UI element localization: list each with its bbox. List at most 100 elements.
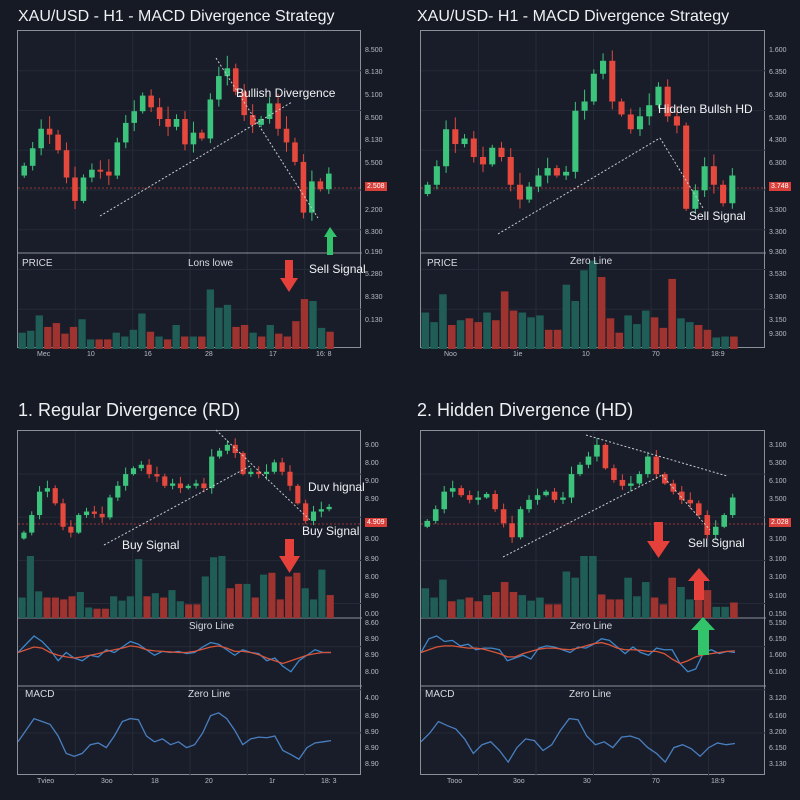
candle xyxy=(534,495,541,500)
candle xyxy=(80,177,87,201)
candle xyxy=(106,171,112,176)
volume-bar xyxy=(210,557,218,618)
volume-bar xyxy=(686,599,694,618)
candle xyxy=(627,114,634,130)
volume-bar xyxy=(571,577,579,618)
candle xyxy=(653,456,660,475)
volume-bar xyxy=(285,576,293,618)
y-tick-label: 6.160 xyxy=(769,713,787,720)
y-tick-label: 3.120 xyxy=(769,695,787,702)
candle xyxy=(509,523,515,538)
candle xyxy=(729,175,736,204)
volume-bar xyxy=(172,325,180,349)
volume-bar xyxy=(135,559,143,618)
chart-panel-bottom-right xyxy=(420,430,766,776)
candle xyxy=(470,138,477,157)
candle xyxy=(628,483,634,486)
volume-bar xyxy=(292,321,300,349)
candle xyxy=(646,105,653,117)
y-tick-label: 6.300 xyxy=(769,92,787,99)
volume-bar xyxy=(589,260,597,349)
volume-bar xyxy=(447,601,456,618)
volume-bar xyxy=(110,596,118,618)
volume-bar xyxy=(155,336,163,349)
x-tick-label: 18:9 xyxy=(711,778,725,785)
volume-bar xyxy=(249,332,257,349)
volume-bar xyxy=(580,556,588,618)
candle xyxy=(173,119,180,127)
volume-bar xyxy=(544,329,553,349)
y-tick-label: 0.190 xyxy=(365,249,383,256)
volume-bar xyxy=(240,325,249,349)
candle xyxy=(492,493,498,510)
volume-bar xyxy=(571,301,579,349)
volume-bar xyxy=(35,591,43,618)
volume-bar xyxy=(562,284,571,349)
volume-bar xyxy=(101,608,109,618)
candle xyxy=(466,495,473,500)
y-tick-label: 8.130 xyxy=(365,69,383,76)
candle xyxy=(38,128,44,149)
candle xyxy=(303,503,309,521)
y-tick-label: 4.300 xyxy=(769,137,787,144)
candle xyxy=(424,520,431,527)
volume-bar xyxy=(146,331,155,349)
candle xyxy=(500,509,507,524)
volume-bar xyxy=(52,323,61,349)
volume-bar xyxy=(456,320,465,349)
volume-bar xyxy=(447,325,456,349)
candle xyxy=(655,86,662,106)
candle xyxy=(263,471,270,475)
volume-bar xyxy=(143,596,151,618)
candle xyxy=(701,166,708,191)
volume-bar xyxy=(730,602,738,618)
candle xyxy=(139,95,146,112)
volume-bar xyxy=(518,595,527,618)
volume-bar xyxy=(129,329,138,349)
volume-bar xyxy=(226,588,234,618)
candle xyxy=(99,513,105,518)
volume-bar xyxy=(712,337,721,349)
chart-panel-top-right xyxy=(420,30,766,349)
y-tick-label: 3.100 xyxy=(769,556,787,563)
candle xyxy=(72,177,78,201)
macd-label: MACD xyxy=(425,689,455,700)
volume-bar xyxy=(509,591,518,618)
last-price-label: 4.909 xyxy=(365,518,387,527)
volume-bar xyxy=(659,604,668,618)
volume-bar xyxy=(61,333,69,349)
volume-bar xyxy=(43,597,51,618)
candle xyxy=(618,101,625,115)
volume-bar xyxy=(544,604,553,618)
volume-bar xyxy=(500,291,509,349)
x-tick-label: 18 xyxy=(151,778,159,785)
candle xyxy=(563,171,570,176)
volume-bar xyxy=(60,599,68,618)
candle xyxy=(664,86,671,117)
candle xyxy=(581,101,588,111)
volume-bar xyxy=(326,595,334,618)
volume-bar xyxy=(112,332,120,349)
y-tick-label: 8.500 xyxy=(365,47,383,54)
candle xyxy=(107,497,113,518)
candle xyxy=(673,116,680,126)
volume-bar xyxy=(527,600,535,618)
volume-bar xyxy=(430,597,438,618)
candle xyxy=(46,128,53,135)
candle xyxy=(452,129,459,145)
volume-bar xyxy=(694,598,703,618)
candle xyxy=(585,456,592,465)
candle xyxy=(498,147,505,157)
volume-bar xyxy=(51,597,59,618)
candle xyxy=(177,483,184,489)
chart-svg xyxy=(421,431,766,776)
y-tick-label: 6.150 xyxy=(769,745,787,752)
candle xyxy=(29,148,36,166)
candle xyxy=(568,474,575,498)
candle xyxy=(636,474,643,484)
macd-zero-line-label: Zero Line xyxy=(188,689,231,700)
volume-bar xyxy=(201,576,209,618)
candle xyxy=(68,526,74,533)
candle xyxy=(516,184,524,200)
y-tick-label: 5.500 xyxy=(365,160,383,167)
